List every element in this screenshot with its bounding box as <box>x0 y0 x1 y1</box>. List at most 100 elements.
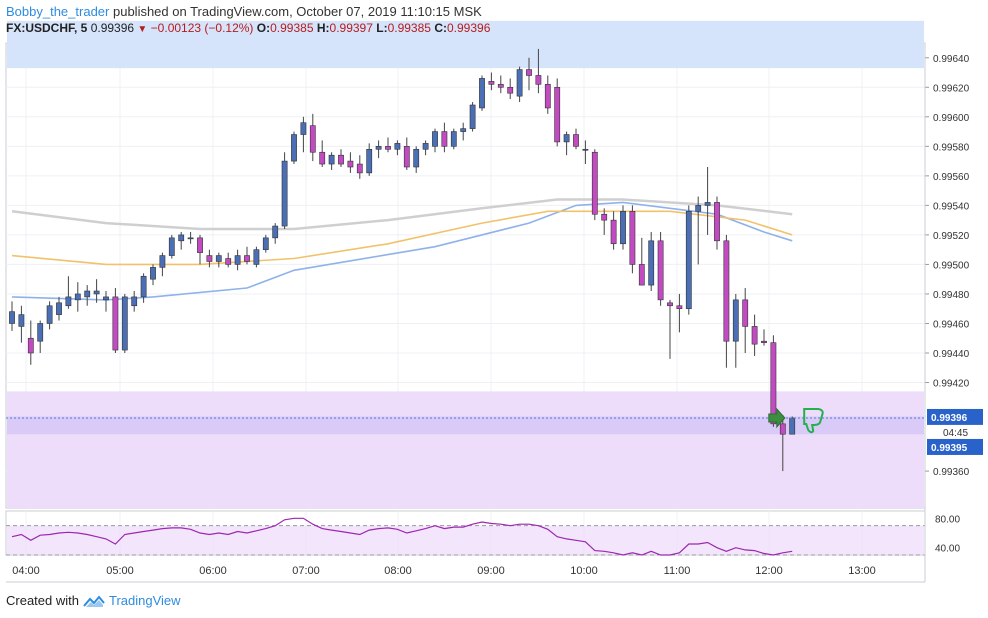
second-price-label: 0.99395 <box>931 443 968 454</box>
tradingview-brand[interactable]: TradingView <box>108 593 181 608</box>
price-tick-label: 0.99360 <box>933 467 970 478</box>
candle-body <box>347 160 354 168</box>
author-name[interactable]: Bobby_the_trader <box>6 4 110 19</box>
price-tick-label: 0.99560 <box>933 172 970 183</box>
price-change: −0.00123 (−0.12%) <box>150 21 254 35</box>
candle-body <box>450 131 457 147</box>
candle-body <box>27 337 34 354</box>
second-price-badge <box>927 438 983 455</box>
candle-body <box>37 323 44 342</box>
candle-body <box>789 417 796 435</box>
candle-body <box>497 84 504 88</box>
candle-body <box>65 296 72 307</box>
candle-body <box>328 154 335 165</box>
time-tick-label: 13:00 <box>848 565 876 577</box>
candle-body <box>168 237 175 256</box>
candle-body <box>253 249 260 265</box>
candle-body <box>695 205 702 212</box>
candle-body <box>770 342 777 425</box>
candle-body <box>300 122 307 135</box>
time-tick-label: 08:00 <box>384 565 412 577</box>
countdown-label: 04:45 <box>943 428 968 439</box>
candle-body <box>657 240 664 301</box>
candle-body <box>197 237 203 253</box>
last-price: 0.99396 <box>90 21 135 35</box>
candle-body <box>291 134 297 162</box>
candle-body <box>140 275 147 298</box>
price-tick-label: 0.99540 <box>933 201 970 212</box>
price-tick-label: 0.99620 <box>933 83 970 94</box>
candle-body <box>704 202 711 206</box>
candle-body <box>18 314 25 327</box>
high-value: 0.99397 <box>329 21 373 35</box>
candle-body <box>121 296 128 351</box>
candle-body <box>610 219 617 245</box>
time-tick-label: 06:00 <box>199 565 227 577</box>
candle-body <box>732 299 739 342</box>
open-label: O: <box>256 21 271 35</box>
time-tick-label: 12:00 <box>755 565 783 577</box>
candle-body <box>469 104 476 129</box>
down-triangle-icon: ▼ <box>137 24 148 35</box>
candle-body <box>385 146 391 150</box>
moving-average-slow <box>11 198 793 231</box>
candle-body <box>441 131 448 147</box>
rsi-band <box>7 525 924 555</box>
rsi-tick-label: 80.00 <box>935 514 960 525</box>
price-tick-label: 0.99460 <box>933 319 970 330</box>
thumbs-down-icon <box>803 407 824 434</box>
countdown-badge <box>927 424 983 439</box>
candle-body <box>432 131 438 147</box>
candle-body <box>9 311 15 324</box>
candle-body <box>582 148 589 151</box>
candle-body <box>206 255 213 262</box>
time-tick-label: 09:00 <box>477 565 505 577</box>
price-tick-label: 0.99600 <box>933 113 970 124</box>
candle-body <box>366 148 373 174</box>
close-value: 0.99396 <box>446 21 491 35</box>
candle-body <box>131 296 138 307</box>
created-with-text: Created with <box>6 593 79 608</box>
candle-body <box>601 213 608 221</box>
candle-body <box>234 255 241 265</box>
price-tick-label: 0.99580 <box>933 142 970 153</box>
symbol-name: FX:USDCHF, 5 <box>6 21 88 35</box>
candle-body <box>761 340 767 343</box>
candle-body <box>563 134 570 143</box>
candle-body <box>460 128 467 132</box>
candle-body <box>573 134 579 147</box>
price-tick-label: 0.99440 <box>933 349 970 360</box>
low-label: L: <box>376 21 388 35</box>
candle-body <box>488 81 495 85</box>
candle-body <box>244 255 250 262</box>
tradingview-logo-icon <box>83 594 105 607</box>
footer: Created with TradingView <box>6 593 181 608</box>
candle-body <box>375 146 382 150</box>
candle-body <box>591 151 598 215</box>
current-price-label: 0.99396 <box>931 413 968 424</box>
candle-body <box>507 86 514 94</box>
candle-body <box>526 69 532 76</box>
candle-body <box>93 290 100 295</box>
candle-body <box>319 151 326 165</box>
price-tick-label: 0.99480 <box>933 290 970 301</box>
candle-body <box>187 237 194 240</box>
price-tick-label: 0.99420 <box>933 379 970 390</box>
candle-body <box>272 225 279 239</box>
close-label: C: <box>434 21 447 35</box>
support-band <box>7 416 924 435</box>
candle-body <box>620 210 626 245</box>
candle-body <box>46 305 53 324</box>
candle-body <box>648 240 655 286</box>
candle-body <box>479 78 485 109</box>
price-tick-label: 0.99520 <box>933 231 970 242</box>
candle-body <box>394 143 401 150</box>
time-tick-label: 05:00 <box>106 565 134 577</box>
candle-body <box>112 296 119 351</box>
candle-body <box>554 86 561 143</box>
time-tick-label: 04:00 <box>12 565 40 577</box>
candle-body <box>422 143 429 150</box>
candle-body <box>629 210 636 265</box>
rsi-tick-label: 40.00 <box>935 544 960 555</box>
high-label: H: <box>316 21 330 35</box>
